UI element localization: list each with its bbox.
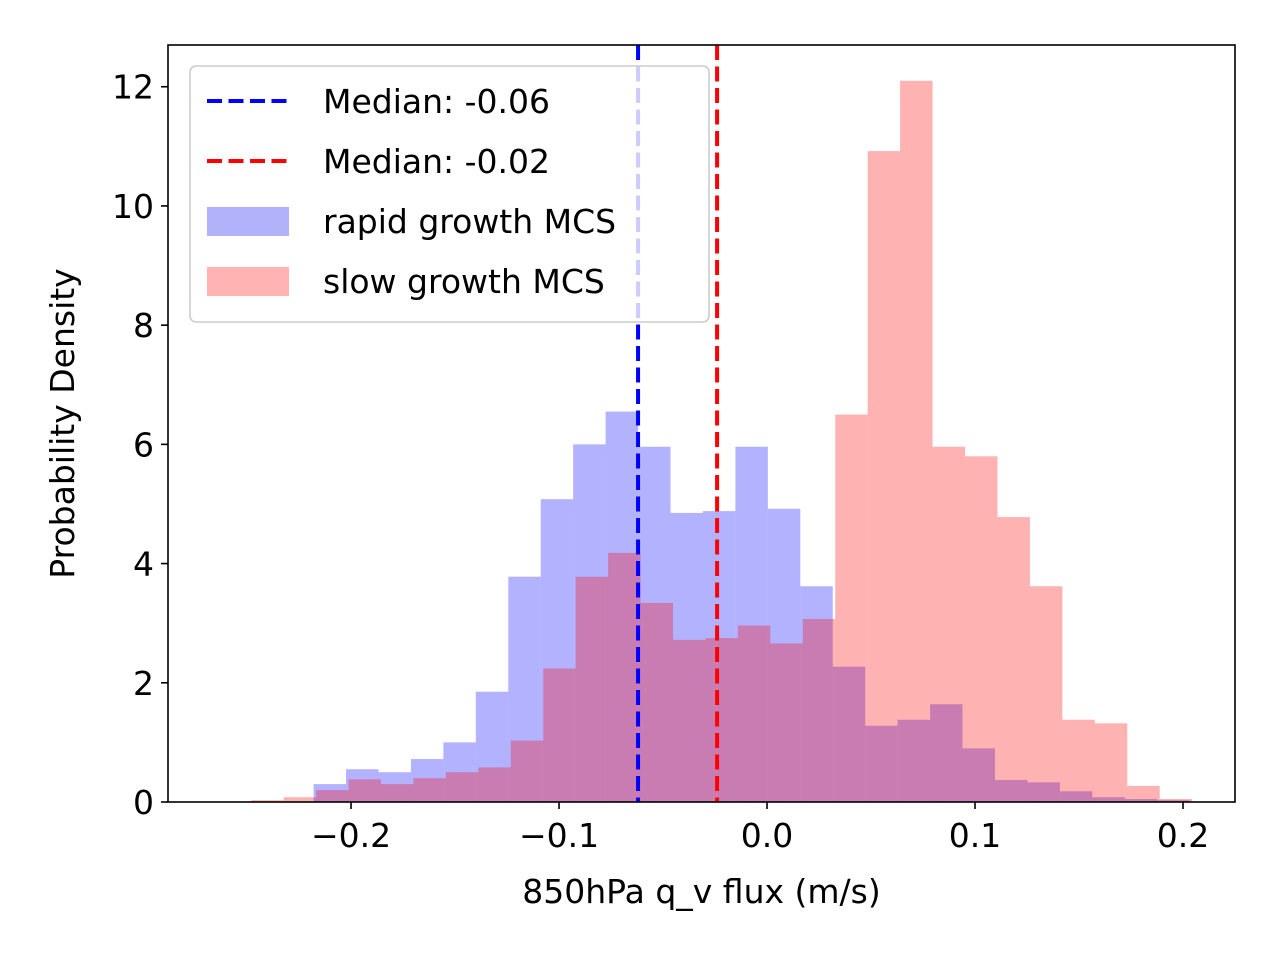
histogram-bar <box>510 740 544 802</box>
histogram-bar <box>316 790 349 802</box>
histogram-bar <box>900 80 933 802</box>
x-tick-label: 0.0 <box>741 816 793 855</box>
histogram-bar <box>802 619 836 802</box>
series-slow-growth-mcs <box>251 80 1193 802</box>
legend: Median: -0.06 Median: -0.02 rapid growth M… <box>189 65 710 323</box>
series-rapid-growth-mcs <box>313 411 1190 802</box>
histogram-bar <box>1059 791 1093 802</box>
histogram-bar <box>737 625 771 802</box>
histogram-bar <box>1062 719 1095 802</box>
histogram-bar <box>770 643 803 802</box>
y-tick-label: 4 <box>133 545 154 584</box>
x-axis-ticks: −0.2 −0.1 0.0 0.1 0.2 <box>311 802 1209 855</box>
histogram-bar <box>378 772 411 802</box>
x-tick-label: −0.2 <box>311 816 391 855</box>
histogram-bar <box>997 517 1030 802</box>
y-tick-label: 6 <box>133 425 154 464</box>
histogram-bar <box>673 639 706 802</box>
legend-items: Median: -0.06 Median: -0.02 rapid growth M… <box>207 82 616 301</box>
legend-label: Median: -0.06 <box>323 82 550 121</box>
histogram-bar <box>705 638 738 802</box>
histogram-bar <box>965 456 998 802</box>
histogram-bar <box>413 778 446 802</box>
histogram-bar <box>638 446 671 802</box>
histogram-bar <box>832 666 866 802</box>
histogram-bar <box>1092 797 1125 802</box>
legend-patch-swatch <box>207 267 289 296</box>
histogram-bar <box>605 411 639 802</box>
histogram-bar <box>800 586 833 802</box>
histogram-bar <box>835 414 868 802</box>
histogram-bar <box>380 784 414 802</box>
histogram-bar <box>283 797 317 802</box>
histogram-bar <box>767 508 801 802</box>
histogram-bar <box>348 779 381 802</box>
x-tick-label: 0.2 <box>1157 816 1209 855</box>
x-axis-label: 850hPa q_v flux (m/s) <box>522 872 880 911</box>
histogram-bar <box>1124 799 1158 802</box>
median-lines-layer <box>636 45 720 802</box>
histogram-bar <box>410 759 444 802</box>
histogram-bar <box>478 767 511 802</box>
legend-label: Median: -0.02 <box>323 142 550 181</box>
histogram-bar <box>897 719 931 802</box>
histogram-bar <box>867 151 901 802</box>
histogram-bar <box>962 748 995 802</box>
y-tick-label: 0 <box>133 783 154 822</box>
histogram-bar <box>670 512 703 802</box>
histogram-bar <box>313 784 347 802</box>
y-tick-label: 12 <box>112 68 154 107</box>
histogram-bar <box>735 446 768 802</box>
y-tick-label: 8 <box>133 306 154 345</box>
histogram-bar <box>543 668 576 802</box>
legend-label: rapid growth MCS <box>323 202 616 241</box>
legend-box <box>189 65 710 323</box>
histogram-bar <box>865 725 898 802</box>
histogram-bar <box>1127 785 1160 802</box>
histogram-bar <box>1157 800 1190 802</box>
histogram-bar <box>932 446 966 802</box>
histogram-bar <box>702 511 736 802</box>
histogram-bar <box>640 602 674 802</box>
axes-frame <box>167 44 1236 803</box>
histogram-bar <box>346 769 379 802</box>
legend-patch-swatch <box>207 207 289 236</box>
y-axis-label: Probability Density <box>43 268 82 578</box>
y-axis-ticks: 0 2 4 6 8 10 12 <box>112 68 168 822</box>
bars-layer <box>251 80 1193 802</box>
legend-label: slow growth MCS <box>323 262 605 301</box>
histogram-bar <box>994 779 1028 802</box>
histogram-bar <box>251 800 284 802</box>
histogram-bar <box>1094 723 1128 802</box>
x-tick-label: 0.1 <box>949 816 1001 855</box>
x-tick-label: −0.1 <box>519 816 599 855</box>
histogram-bar <box>575 576 609 802</box>
histogram-bar <box>1029 586 1063 802</box>
histogram-bar <box>573 444 606 802</box>
histogram-bar <box>930 704 963 802</box>
histogram-bar <box>608 552 641 802</box>
histogram-bar <box>1027 782 1060 802</box>
histogram-bar <box>445 772 479 802</box>
y-tick-label: 2 <box>133 664 154 703</box>
histogram-bar <box>508 576 541 802</box>
y-tick-label: 10 <box>112 187 154 226</box>
histogram-bar <box>540 499 574 802</box>
histogram-bar <box>443 742 476 802</box>
histogram-bar <box>475 691 509 802</box>
histogram-bar <box>1159 799 1193 802</box>
